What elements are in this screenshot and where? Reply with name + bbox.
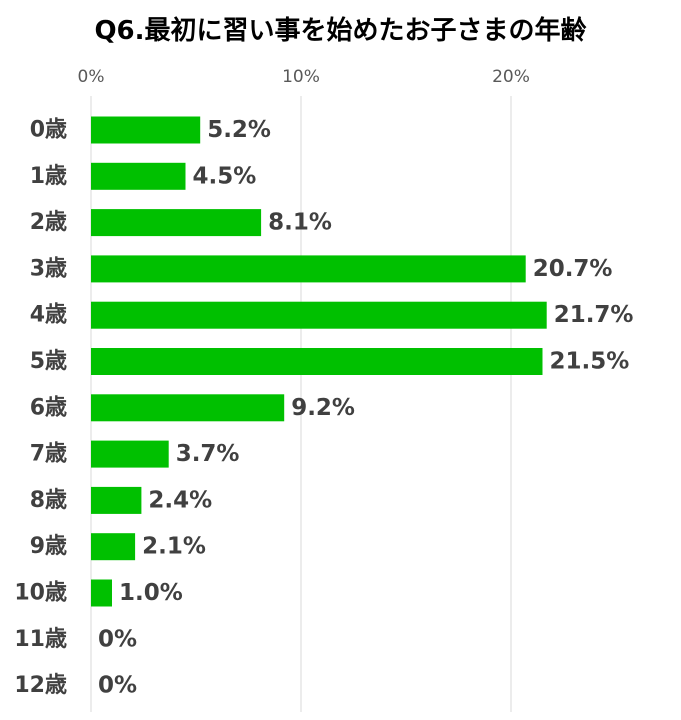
data-label: 21.5% [550, 349, 630, 375]
category-label: 0歳 [30, 118, 67, 143]
category-label: 8歳 [30, 488, 67, 513]
category-label: 6歳 [30, 395, 67, 420]
data-label: 9.2% [291, 395, 355, 421]
category-label: 2歳 [30, 210, 67, 235]
data-label: 2.1% [142, 534, 206, 560]
bar [91, 348, 543, 375]
bar [91, 394, 285, 422]
bar [91, 255, 526, 283]
category-label: 12歳 [14, 673, 67, 698]
category-label: 9歳 [30, 534, 67, 559]
data-label: 0% [98, 626, 137, 652]
bar [91, 486, 142, 514]
data-label: 0% [98, 673, 137, 699]
bar [91, 162, 186, 190]
category-label: 11歳 [14, 627, 67, 652]
bar [91, 440, 169, 468]
bar [91, 533, 136, 561]
category-label: 10歳 [14, 581, 67, 606]
data-label: 21.7% [554, 302, 634, 328]
data-label: 1.0% [119, 580, 183, 606]
bar [91, 301, 547, 329]
category-label: 5歳 [30, 349, 67, 374]
data-label: 4.5% [193, 163, 257, 189]
category-label: 7歳 [30, 442, 67, 467]
data-label: 8.1% [268, 210, 332, 236]
category-label: 4歳 [30, 303, 67, 328]
data-label: 2.4% [148, 487, 212, 513]
bar [91, 209, 262, 237]
chart-title: Q6.最初に習い事を始めたお子さまの年齢 [94, 16, 587, 46]
x-tick-label: 10% [282, 67, 320, 87]
data-label: 3.7% [176, 441, 240, 467]
category-label: 3歳 [30, 256, 67, 281]
data-label: 20.7% [533, 256, 613, 282]
x-tick-label: 0% [78, 67, 105, 87]
x-tick-label: 20% [492, 67, 530, 87]
data-label: 5.2% [207, 117, 271, 143]
bar [91, 116, 201, 144]
category-label: 1歳 [30, 164, 67, 189]
bar [91, 579, 112, 607]
